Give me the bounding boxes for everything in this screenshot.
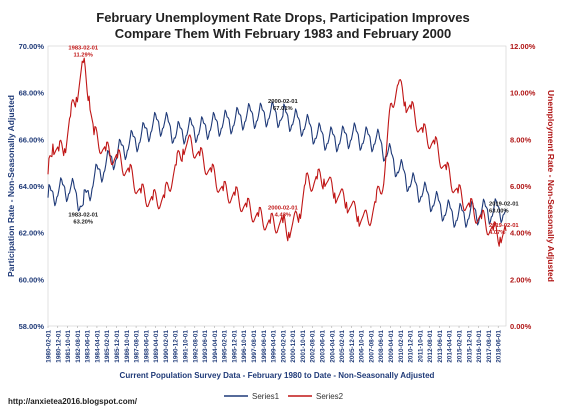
annotation-label: 4.07% [489,230,505,236]
y-left-tick-label: 70.00% [19,42,45,51]
x-axis-ticks: 1980-02-01 1980-12-01 1981-10-01 1982-08-01… [46,326,503,363]
x-tick-label: 1993-06-01 [202,330,209,363]
y-right-tick-label: 10.00% [510,89,536,98]
x-tick-label: 1980-12-01 [55,330,62,363]
x-tick-label: 2011-10-01 [417,330,424,363]
x-tick-label: 1996-10-01 [241,330,248,363]
x-tick-label: 1992-08-01 [192,330,199,363]
x-tick-label: 2009-04-01 [388,330,395,363]
x-tick-label: 1986-10-01 [124,330,131,363]
series1-line [47,101,507,228]
annotation-label: 1983-02-01 [68,213,98,219]
y-left-tick-label: 66.00% [19,135,45,144]
x-tick-label: 1989-04-01 [153,330,160,363]
x-tick-label: 2005-12-01 [349,330,356,363]
annotation-label: 2019-02-01 [489,223,519,229]
x-tick-label: 2000-12-01 [290,330,297,363]
x-tick-label: 2016-10-01 [476,330,483,363]
x-tick-label: 2006-10-01 [359,330,366,363]
x-tick-label: 2017-08-01 [486,330,493,363]
annotation-label: 4.43% [275,213,291,219]
x-tick-label: 1990-02-01 [163,330,170,363]
x-tick-label: 1984-04-01 [94,330,101,363]
x-tick-label: 1997-08-01 [251,330,258,363]
annotation-label: 11.29% [74,53,93,59]
x-tick-label: 2003-06-01 [320,330,327,363]
annotation-label: 2000-02-01 [268,99,298,105]
annotation-label: 1983-02-01 [68,46,98,52]
y-axis-right-label: Unemployment Rate - Non-Seasonally Adjus… [546,90,556,282]
x-tick-label: 2010-12-01 [408,330,415,363]
x-tick-label: 1982-08-01 [75,330,82,363]
footer-url[interactable]: http://anxietea2016.blogspot.com/ [8,397,138,406]
annotation-label: 2000-02-01 [268,206,298,212]
y-right-tick-label: 8.00% [510,135,532,144]
plot-frame [47,45,507,327]
x-tick-label: 2004-04-01 [329,330,336,363]
legend-series2-label: Series2 [316,392,344,401]
series2-line [47,57,507,247]
legend-series1-label: Series1 [252,392,280,401]
legend: Series1 Series2 [224,392,344,401]
y-right-tick-label: 2.00% [510,275,532,284]
chart-title-line-1: February Unemployment Rate Drops, Partic… [96,10,469,25]
x-tick-label: 1980-02-01 [46,330,53,363]
x-tick-label: 1995-02-01 [222,330,229,363]
y-axis-right-ticks: 0.00% 2.00% 4.00% 6.00% 8.00% 10.00% 12.00% [510,42,536,331]
x-tick-label: 2007-08-01 [368,330,375,363]
x-tick-label: 2015-02-01 [457,330,464,363]
x-tick-label: 1983-06-01 [85,330,92,363]
y-left-tick-label: 62.00% [19,229,45,238]
x-tick-label: 1999-04-01 [271,330,278,363]
y-right-tick-label: 4.00% [510,229,532,238]
y-right-tick-label: 6.00% [510,182,532,191]
x-tick-label: 1987-08-01 [134,330,141,363]
y-axis-left-ticks: 58.00% 60.00% 62.00% 64.00% 66.00% 68.00% 70.0… [19,42,45,331]
annotation-layer: 1983-02-0111.29%1983-02-0163.20%2000-02-… [68,46,519,236]
annotation-label: 63.00% [489,208,509,214]
y-axis-left-label: Participation Rate - Non-Seasonally Adju… [6,95,16,277]
series-layer [47,57,507,247]
x-tick-label: 2001-10-01 [300,330,307,363]
x-tick-label: 1995-12-01 [231,330,238,363]
x-tick-label: 2012-08-01 [427,330,434,363]
x-tick-label: 1994-04-01 [212,330,219,363]
y-left-tick-label: 60.00% [19,275,45,284]
y-left-tick-label: 58.00% [19,322,45,331]
annotation-label: 67.01% [273,106,293,112]
y-left-tick-label: 68.00% [19,89,45,98]
chart-title-line-2: Compare Them With February 1983 and Febr… [115,26,452,41]
chart-title: February Unemployment Rate Drops, Partic… [96,10,469,41]
y-right-tick-label: 12.00% [510,42,536,51]
x-tick-label: 1985-12-01 [114,330,121,363]
x-tick-label: 2000-02-01 [280,330,287,363]
x-tick-label: 1981-10-01 [65,330,72,363]
x-tick-label: 2005-02-01 [339,330,346,363]
x-tick-label: 2002-08-01 [310,330,317,363]
annotation-label: 2019-02-01 [489,201,519,207]
x-tick-label: 1991-10-01 [183,330,190,363]
x-axis-label: Current Population Survey Data - Februar… [120,371,435,380]
x-tick-label: 2008-06-01 [378,330,385,363]
x-tick-label: 2010-02-01 [398,330,405,363]
x-tick-label: 2018-06-01 [496,330,503,363]
x-tick-label: 1985-02-01 [104,330,111,363]
annotation-label: 63.20% [73,220,93,226]
x-tick-label: 1988-06-01 [143,330,150,363]
x-tick-label: 2015-12-01 [466,330,473,363]
x-tick-label: 1998-06-01 [261,330,268,363]
x-tick-label: 1990-12-01 [173,330,180,363]
y-right-tick-label: 0.00% [510,322,532,331]
x-tick-label: 2013-06-01 [437,330,444,363]
x-tick-label: 2014-04-01 [447,330,454,363]
y-left-tick-label: 64.00% [19,182,45,191]
